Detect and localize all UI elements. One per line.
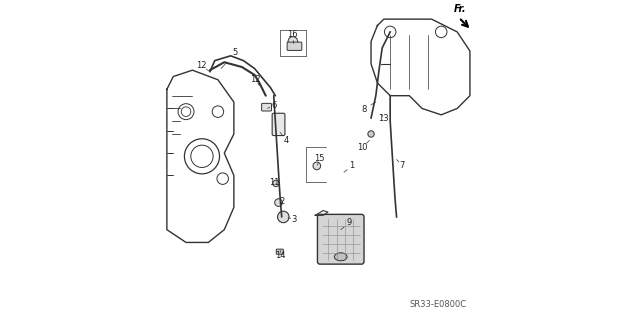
Ellipse shape xyxy=(334,253,347,261)
Text: 5: 5 xyxy=(233,48,238,57)
Text: 2: 2 xyxy=(280,197,285,206)
Text: 4: 4 xyxy=(284,136,289,145)
Text: 14: 14 xyxy=(275,251,285,260)
Text: 3: 3 xyxy=(292,215,297,224)
Circle shape xyxy=(273,180,279,187)
FancyBboxPatch shape xyxy=(317,214,364,264)
Text: 13: 13 xyxy=(378,114,388,123)
Text: 12: 12 xyxy=(250,75,261,84)
Text: 7: 7 xyxy=(399,161,405,170)
FancyBboxPatch shape xyxy=(272,113,285,136)
Text: 15: 15 xyxy=(314,154,324,163)
Text: 9: 9 xyxy=(347,218,352,227)
Text: 8: 8 xyxy=(361,105,366,114)
Text: 1: 1 xyxy=(349,161,355,170)
Text: 11: 11 xyxy=(269,178,280,187)
Circle shape xyxy=(313,162,321,170)
Circle shape xyxy=(368,131,374,137)
FancyBboxPatch shape xyxy=(287,42,302,50)
Circle shape xyxy=(275,199,282,206)
Text: 10: 10 xyxy=(357,143,367,152)
FancyBboxPatch shape xyxy=(276,249,284,254)
Text: 12: 12 xyxy=(196,61,207,70)
Circle shape xyxy=(278,211,289,223)
Circle shape xyxy=(288,37,298,46)
Text: 6: 6 xyxy=(271,101,276,110)
Text: SR33-E0800C: SR33-E0800C xyxy=(410,300,467,309)
FancyBboxPatch shape xyxy=(262,103,271,111)
Text: 16: 16 xyxy=(287,30,298,39)
Text: Fr.: Fr. xyxy=(454,4,467,14)
